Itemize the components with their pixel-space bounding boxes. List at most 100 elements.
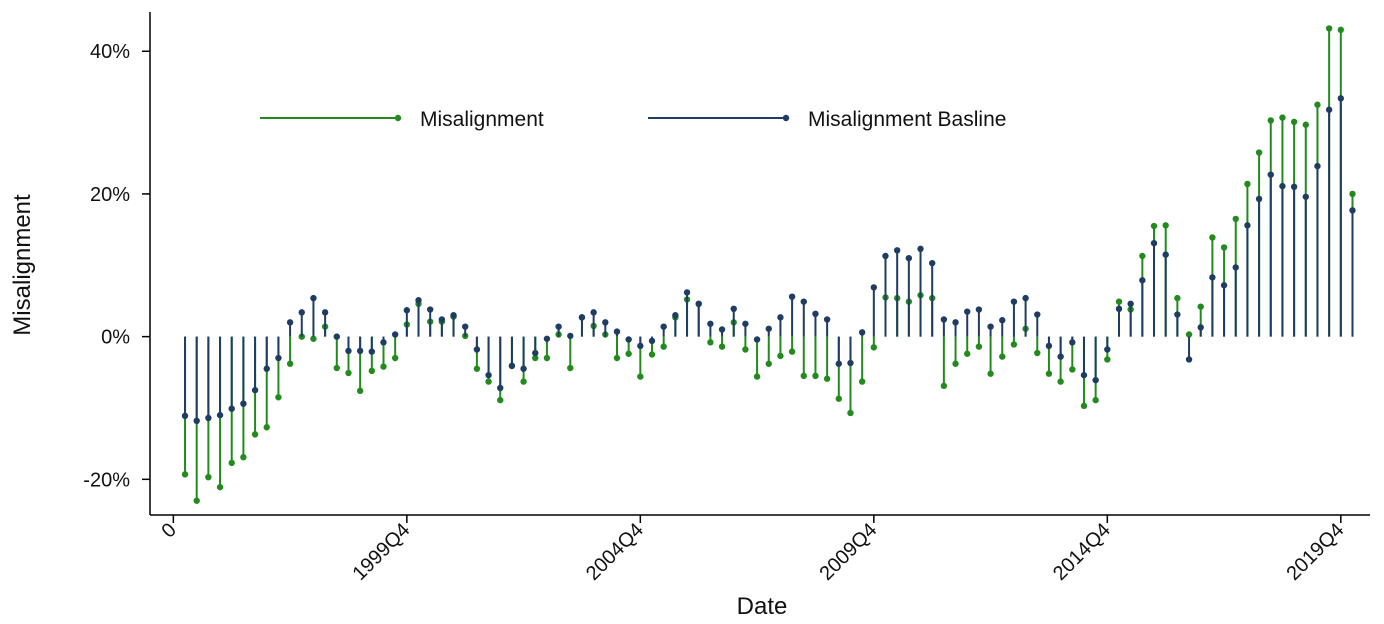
spike-marker (1034, 349, 1041, 357)
spike-marker (660, 343, 667, 350)
spike-marker (532, 349, 539, 357)
spike-marker (1279, 182, 1286, 190)
spike-marker (847, 359, 854, 367)
spike-marker (1092, 376, 1099, 384)
spike-marker (1337, 26, 1345, 34)
spike-marker (1139, 277, 1146, 284)
spike-marker (298, 309, 305, 316)
spike-marker (1209, 274, 1216, 281)
spike-marker (1290, 118, 1298, 126)
spike-marker (1267, 171, 1274, 178)
spike-marker (368, 367, 376, 375)
spike-marker (929, 259, 936, 267)
spike-marker (567, 364, 574, 372)
spike-marker (228, 405, 235, 412)
spike-marker (310, 335, 317, 342)
spike-marker (345, 347, 352, 355)
spike-marker (275, 354, 282, 362)
spike-marker (1314, 101, 1321, 108)
spike-marker (788, 293, 796, 300)
spike-marker (1255, 149, 1263, 156)
y-tick-label: 40% (90, 41, 130, 63)
spike-marker (1302, 193, 1309, 200)
spike-marker (999, 317, 1006, 324)
spike-marker (858, 378, 866, 385)
spike-marker (1115, 298, 1123, 305)
spike-marker (520, 378, 527, 385)
spike-marker (870, 284, 878, 291)
spike-marker (788, 348, 796, 355)
spike-marker (1232, 215, 1239, 223)
spike-marker (1314, 162, 1321, 170)
spike-marker (964, 308, 971, 315)
spike-marker (1197, 324, 1204, 331)
spike-marker (975, 306, 983, 313)
spike-marker (485, 378, 492, 385)
spike-marker (625, 350, 632, 357)
spike-marker (777, 352, 784, 360)
spike-marker (823, 375, 831, 382)
spike-marker (648, 351, 656, 358)
spike-marker (345, 369, 352, 377)
spike-marker (1209, 234, 1216, 241)
spike-marker (1127, 300, 1134, 308)
x-axis-title: Date (737, 593, 788, 620)
spike-marker (613, 328, 621, 335)
spike-marker (870, 344, 878, 351)
spike-marker (543, 354, 551, 362)
spike-marker (275, 394, 282, 401)
spike-marker (847, 409, 854, 417)
spike-marker (602, 319, 609, 326)
spike-marker (1174, 311, 1181, 318)
y-tick-label: 0% (101, 327, 130, 349)
spike-marker (543, 335, 551, 342)
spike-marker (999, 353, 1006, 360)
spike-marker (321, 309, 329, 316)
y-tick-label: -20% (83, 469, 130, 491)
spike-marker (730, 305, 737, 313)
spike-marker (240, 400, 247, 407)
spike-marker (368, 348, 376, 355)
spike-marker (987, 323, 994, 330)
spike-marker (835, 395, 843, 402)
spike-marker (1104, 346, 1111, 353)
spike-marker (800, 298, 807, 305)
spike-marker (251, 431, 259, 438)
spike-marker (415, 297, 422, 304)
spike-marker (1139, 252, 1146, 260)
spike-marker (1337, 95, 1345, 102)
spike-marker (1045, 370, 1053, 377)
spike-marker (683, 289, 691, 296)
spike-marker (1174, 294, 1181, 302)
spike-marker (707, 320, 714, 327)
x-tick-label: 2014Q4 (1049, 519, 1115, 585)
spike-marker (310, 294, 317, 302)
spike-marker (251, 386, 259, 394)
spike-marker (823, 316, 831, 323)
spike-marker (1080, 402, 1088, 410)
spike-marker (952, 360, 959, 367)
spike-marker (356, 347, 364, 355)
x-tick-label: 0 (157, 519, 180, 542)
spike-marker (882, 252, 889, 260)
spike-marker (263, 424, 270, 431)
spike-marker (205, 414, 212, 422)
legend-marker (782, 114, 790, 122)
spike-marker (1080, 371, 1088, 379)
spike-marker (263, 365, 270, 372)
spike-marker (1069, 339, 1076, 346)
legend-label: Misalignment (420, 108, 544, 131)
spike-marker (1267, 117, 1274, 124)
x-tick-label: 1999Q4 (348, 519, 414, 585)
spike-marker (450, 312, 457, 319)
spike-marker (893, 247, 901, 254)
spike-marker (1150, 222, 1158, 230)
spike-marker (532, 354, 539, 362)
spike-marker (765, 325, 772, 332)
spike-marker (1092, 396, 1099, 404)
spike-marker (1325, 106, 1333, 113)
spike-marker (637, 373, 644, 380)
spike-marker (1279, 114, 1286, 121)
spike-marker (987, 370, 994, 377)
